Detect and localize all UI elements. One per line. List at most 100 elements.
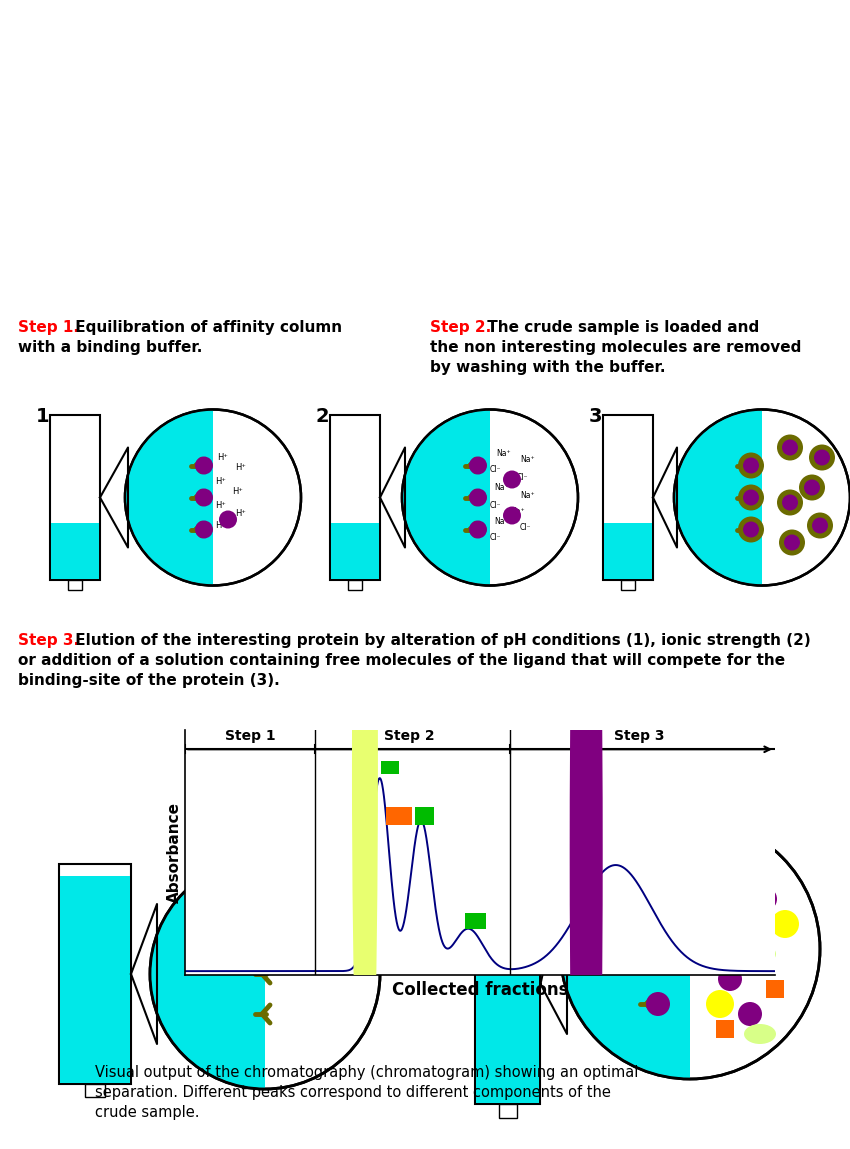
Circle shape bbox=[738, 485, 764, 510]
Wedge shape bbox=[151, 859, 265, 1088]
Polygon shape bbox=[131, 904, 157, 1044]
Wedge shape bbox=[561, 820, 690, 1078]
Text: crude sample.: crude sample. bbox=[95, 1105, 200, 1120]
Circle shape bbox=[503, 470, 521, 488]
Circle shape bbox=[570, 311, 603, 1149]
Circle shape bbox=[150, 859, 380, 1089]
Text: 2: 2 bbox=[316, 407, 330, 426]
Circle shape bbox=[807, 512, 833, 539]
Circle shape bbox=[743, 522, 759, 538]
Text: Step 3: Step 3 bbox=[614, 728, 665, 742]
Bar bbox=[477, 932, 540, 1103]
Bar bbox=[716, 870, 734, 888]
Text: Na⁺: Na⁺ bbox=[496, 448, 512, 457]
Circle shape bbox=[646, 992, 670, 1016]
Circle shape bbox=[809, 445, 835, 470]
Circle shape bbox=[195, 488, 213, 507]
Circle shape bbox=[812, 517, 828, 533]
Text: Step 3.: Step 3. bbox=[18, 633, 79, 648]
X-axis label: Collected fractions: Collected fractions bbox=[392, 980, 569, 998]
Text: Na⁺: Na⁺ bbox=[495, 517, 509, 525]
Bar bbox=[604, 523, 652, 579]
Bar bbox=[386, 807, 412, 825]
Text: Cl⁻: Cl⁻ bbox=[516, 472, 528, 481]
Circle shape bbox=[560, 819, 820, 1079]
Polygon shape bbox=[380, 447, 405, 548]
Circle shape bbox=[674, 409, 850, 586]
Text: Step 1.: Step 1. bbox=[18, 321, 79, 336]
Text: Na⁺: Na⁺ bbox=[511, 507, 525, 516]
Circle shape bbox=[646, 936, 670, 961]
Bar bbox=[331, 523, 379, 579]
Circle shape bbox=[125, 409, 301, 586]
Circle shape bbox=[799, 475, 825, 501]
Text: Step 1: Step 1 bbox=[224, 728, 275, 742]
Circle shape bbox=[782, 494, 798, 510]
Circle shape bbox=[469, 456, 487, 475]
Bar bbox=[85, 1084, 105, 1097]
Circle shape bbox=[782, 440, 798, 455]
Circle shape bbox=[469, 488, 487, 507]
Ellipse shape bbox=[744, 944, 776, 964]
Text: Cl⁻: Cl⁻ bbox=[490, 464, 501, 473]
Bar bbox=[477, 931, 540, 953]
Circle shape bbox=[718, 967, 742, 990]
Circle shape bbox=[738, 517, 764, 542]
Ellipse shape bbox=[744, 1024, 776, 1044]
Y-axis label: Absorbance: Absorbance bbox=[167, 802, 182, 903]
Text: H⁺: H⁺ bbox=[218, 453, 229, 462]
Bar bbox=[68, 580, 82, 589]
Circle shape bbox=[753, 887, 777, 911]
Text: Cl⁻: Cl⁻ bbox=[490, 532, 501, 541]
Wedge shape bbox=[126, 410, 213, 585]
Text: Na⁺: Na⁺ bbox=[521, 491, 536, 500]
Circle shape bbox=[771, 910, 799, 938]
Polygon shape bbox=[100, 447, 128, 548]
Bar bbox=[51, 523, 99, 579]
Text: H⁺: H⁺ bbox=[216, 520, 226, 530]
Bar bbox=[475, 864, 541, 1104]
Bar bbox=[766, 980, 784, 998]
Circle shape bbox=[402, 409, 578, 586]
Bar bbox=[348, 580, 362, 589]
Bar bbox=[415, 807, 434, 825]
Text: binding-site of the protein (3).: binding-site of the protein (3). bbox=[18, 673, 280, 688]
Bar bbox=[465, 913, 486, 928]
Bar bbox=[743, 867, 757, 881]
Text: Na⁺: Na⁺ bbox=[521, 455, 536, 464]
Circle shape bbox=[779, 530, 805, 555]
Text: H⁺: H⁺ bbox=[216, 477, 226, 486]
Bar bbox=[60, 876, 130, 1084]
Bar bbox=[723, 932, 737, 946]
Text: Visual output of the chromatography (chromatogram) showing an optimal: Visual output of the chromatography (chr… bbox=[95, 1065, 638, 1080]
Bar bbox=[50, 415, 100, 580]
Text: Cl⁻: Cl⁻ bbox=[519, 523, 530, 532]
Circle shape bbox=[646, 882, 670, 907]
Text: Na⁺: Na⁺ bbox=[495, 483, 509, 492]
Ellipse shape bbox=[704, 894, 736, 913]
Bar bbox=[59, 864, 131, 1084]
Polygon shape bbox=[653, 447, 677, 548]
Circle shape bbox=[777, 434, 803, 461]
Bar bbox=[381, 761, 399, 774]
Circle shape bbox=[743, 457, 759, 473]
Circle shape bbox=[706, 990, 734, 1018]
Circle shape bbox=[195, 520, 213, 539]
Circle shape bbox=[804, 479, 820, 495]
Circle shape bbox=[814, 449, 830, 465]
Circle shape bbox=[784, 534, 800, 550]
Polygon shape bbox=[541, 864, 567, 1034]
Text: Elution of the interesting protein by alteration of pH conditions (1), ionic str: Elution of the interesting protein by al… bbox=[70, 633, 811, 648]
Text: H⁺: H⁺ bbox=[235, 509, 246, 517]
Wedge shape bbox=[403, 410, 490, 585]
Text: H⁺: H⁺ bbox=[216, 501, 226, 509]
Text: Step 2.: Step 2. bbox=[430, 321, 491, 336]
Circle shape bbox=[738, 1002, 762, 1026]
Text: Cl⁻: Cl⁻ bbox=[490, 501, 501, 509]
Text: 3: 3 bbox=[589, 407, 603, 426]
Wedge shape bbox=[675, 410, 762, 585]
Text: the non interesting molecules are removed: the non interesting molecules are remove… bbox=[430, 340, 802, 355]
Circle shape bbox=[219, 510, 237, 529]
Bar bbox=[621, 580, 635, 589]
Bar bbox=[603, 415, 653, 580]
